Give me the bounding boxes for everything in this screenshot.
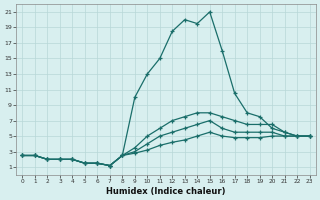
X-axis label: Humidex (Indice chaleur): Humidex (Indice chaleur) — [106, 187, 226, 196]
